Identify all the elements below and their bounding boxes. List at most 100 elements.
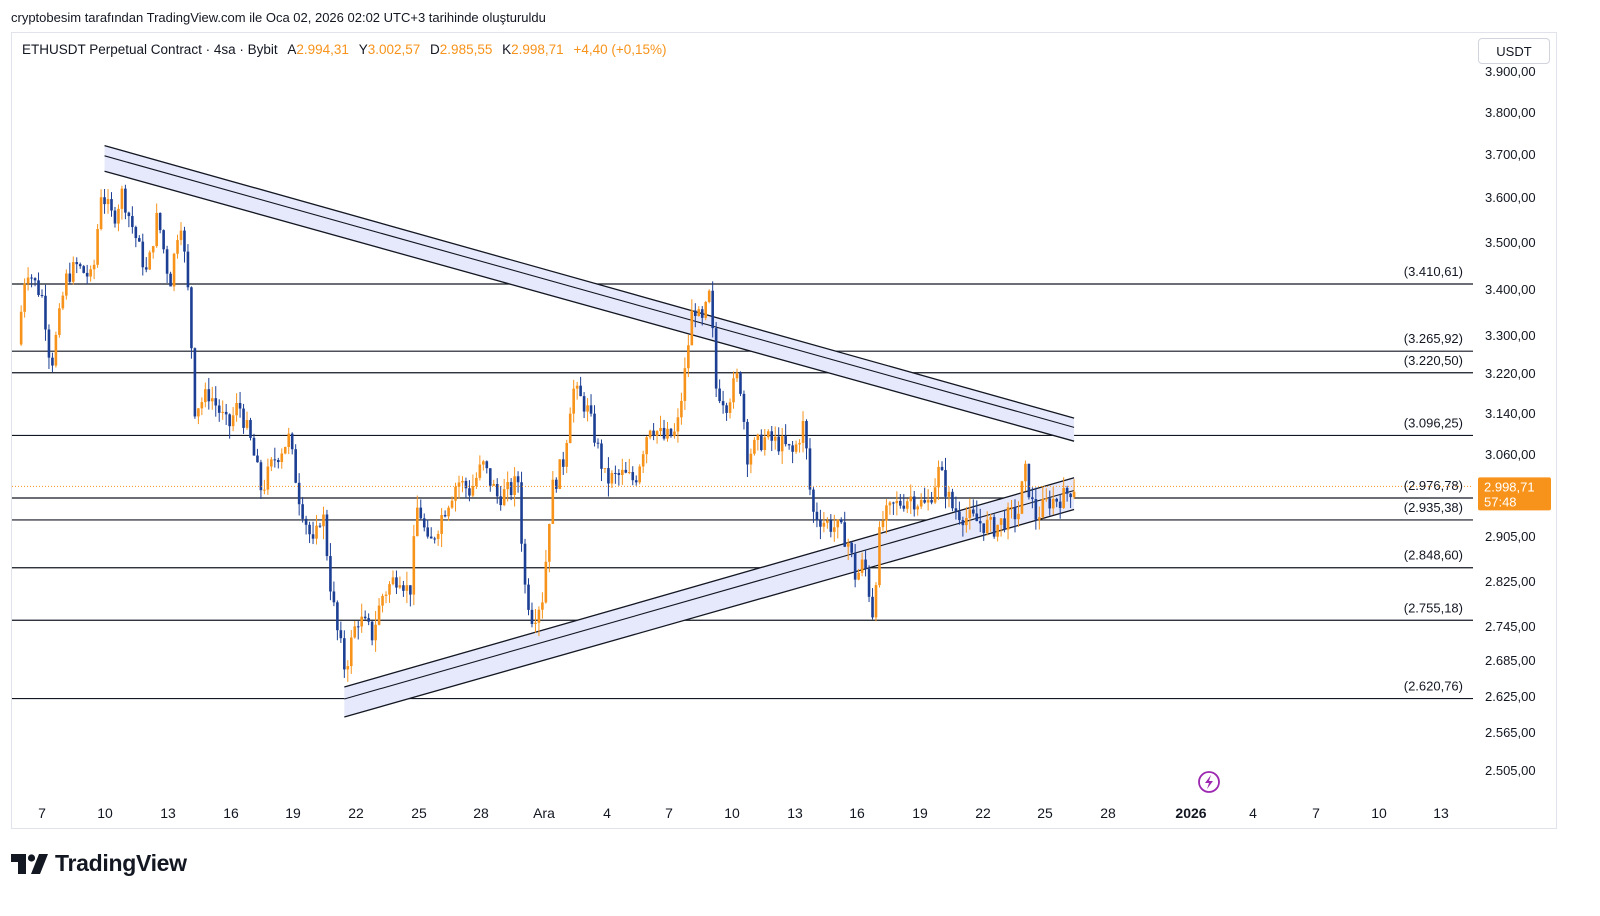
- alert-icon[interactable]: [1198, 771, 1220, 793]
- candle-body: [707, 290, 711, 302]
- candle-body: [846, 542, 850, 547]
- candle-body: [551, 479, 555, 524]
- candle-body: [485, 461, 489, 469]
- candle-body: [110, 199, 113, 211]
- channel-upper-line[interactable]: [344, 477, 1075, 688]
- candle-body: [965, 517, 968, 526]
- candle-body: [138, 238, 141, 242]
- level-label: (2.848,60): [1404, 548, 1463, 563]
- candle-body: [808, 448, 812, 490]
- candle-body: [134, 227, 138, 239]
- x-tick-label: 10: [724, 805, 740, 821]
- candle-body: [1024, 463, 1027, 482]
- candle-body: [516, 476, 520, 483]
- candle-body: [638, 466, 641, 483]
- candle-body: [572, 388, 575, 414]
- candle-body: [238, 402, 242, 409]
- candle-body: [888, 502, 892, 506]
- candle-body: [492, 484, 496, 486]
- candle-body: [746, 421, 749, 465]
- candle-body: [690, 310, 694, 346]
- candle-body: [436, 533, 440, 539]
- candle-body: [694, 310, 697, 316]
- candle-body: [395, 577, 398, 588]
- level-label: (3.096,25): [1404, 415, 1463, 430]
- channel-upper-line[interactable]: [104, 144, 1075, 419]
- chart-caption: cryptobesim tarafından TradingView.com i…: [11, 10, 546, 25]
- candle-body: [124, 188, 127, 213]
- tradingview-logo[interactable]: TradingView: [11, 850, 187, 877]
- candle-body: [645, 437, 648, 455]
- candle-body: [103, 197, 106, 205]
- candle-body: [523, 543, 527, 585]
- candle-body: [44, 295, 47, 330]
- candle-body: [1051, 498, 1055, 509]
- symbol-label[interactable]: ETHUSDT Perpetual Contract · 4sa · Bybit: [22, 42, 278, 57]
- candle-body: [71, 262, 75, 282]
- candle-body: [732, 378, 735, 403]
- y-tick-label: 2.565,00: [1485, 725, 1536, 740]
- close-value: 2.998,71: [511, 42, 564, 57]
- candle-body: [398, 585, 402, 588]
- candle-body: [530, 609, 534, 624]
- candle-body: [555, 479, 558, 489]
- currency-button[interactable]: USDT: [1478, 38, 1550, 64]
- candle-body: [822, 522, 826, 527]
- candle-body: [349, 637, 353, 667]
- candle-body: [666, 428, 669, 439]
- candle-body: [266, 466, 270, 490]
- candle-body: [992, 517, 996, 537]
- y-tick-label: 3.600,00: [1485, 190, 1536, 205]
- level-label: (3.410,61): [1404, 264, 1463, 279]
- candle-body: [777, 436, 780, 452]
- candle-body: [520, 482, 523, 544]
- candle-body: [502, 489, 506, 506]
- y-tick-label: 3.060,00: [1485, 447, 1536, 462]
- candle-body: [839, 519, 843, 523]
- candle-body: [478, 464, 482, 478]
- candle-body: [1065, 487, 1069, 494]
- candle-body: [603, 468, 607, 470]
- candle-body: [297, 482, 301, 505]
- candle-body: [860, 559, 864, 573]
- channel-mid-line[interactable]: [344, 489, 1075, 700]
- candle-body: [54, 334, 58, 366]
- candle-body: [857, 572, 860, 580]
- candle-body: [937, 466, 940, 488]
- candle-body: [68, 273, 72, 282]
- candle-body: [235, 402, 238, 416]
- candle-body: [475, 477, 478, 486]
- y-tick-label: 3.800,00: [1485, 105, 1536, 120]
- candle-body: [144, 267, 148, 270]
- candle-body: [256, 455, 259, 463]
- candle-body: [277, 460, 280, 463]
- candle-body: [673, 431, 676, 437]
- channel-lower-line[interactable]: [344, 508, 1075, 718]
- candle-body: [65, 273, 68, 296]
- close-label: K: [502, 42, 512, 57]
- x-tick-label: 13: [1433, 805, 1449, 821]
- candle-body: [92, 264, 96, 270]
- candle-body: [999, 518, 1003, 525]
- candle-body: [120, 188, 124, 209]
- channel-lower-line[interactable]: [104, 170, 1075, 442]
- candle-body: [996, 524, 999, 537]
- candle-body: [916, 506, 919, 510]
- candle-body: [249, 420, 252, 438]
- candle-body: [117, 208, 120, 224]
- candle-body: [919, 500, 923, 507]
- candle-body: [141, 241, 145, 268]
- level-labels: (3.410,61) (3.265,92) (3.220,50) (3.096,25)…: [1404, 264, 1463, 694]
- candle-body: [231, 415, 235, 427]
- candle-body: [377, 605, 381, 625]
- candle-body: [753, 439, 756, 454]
- candle-body: [874, 585, 878, 618]
- candle-body: [627, 472, 631, 474]
- channel-mid-line[interactable]: [104, 155, 1075, 428]
- candle-body: [805, 421, 808, 449]
- x-tick-label: 16: [849, 805, 865, 821]
- x-tick-label: 10: [97, 805, 113, 821]
- x-tick-label: Ara: [533, 805, 555, 821]
